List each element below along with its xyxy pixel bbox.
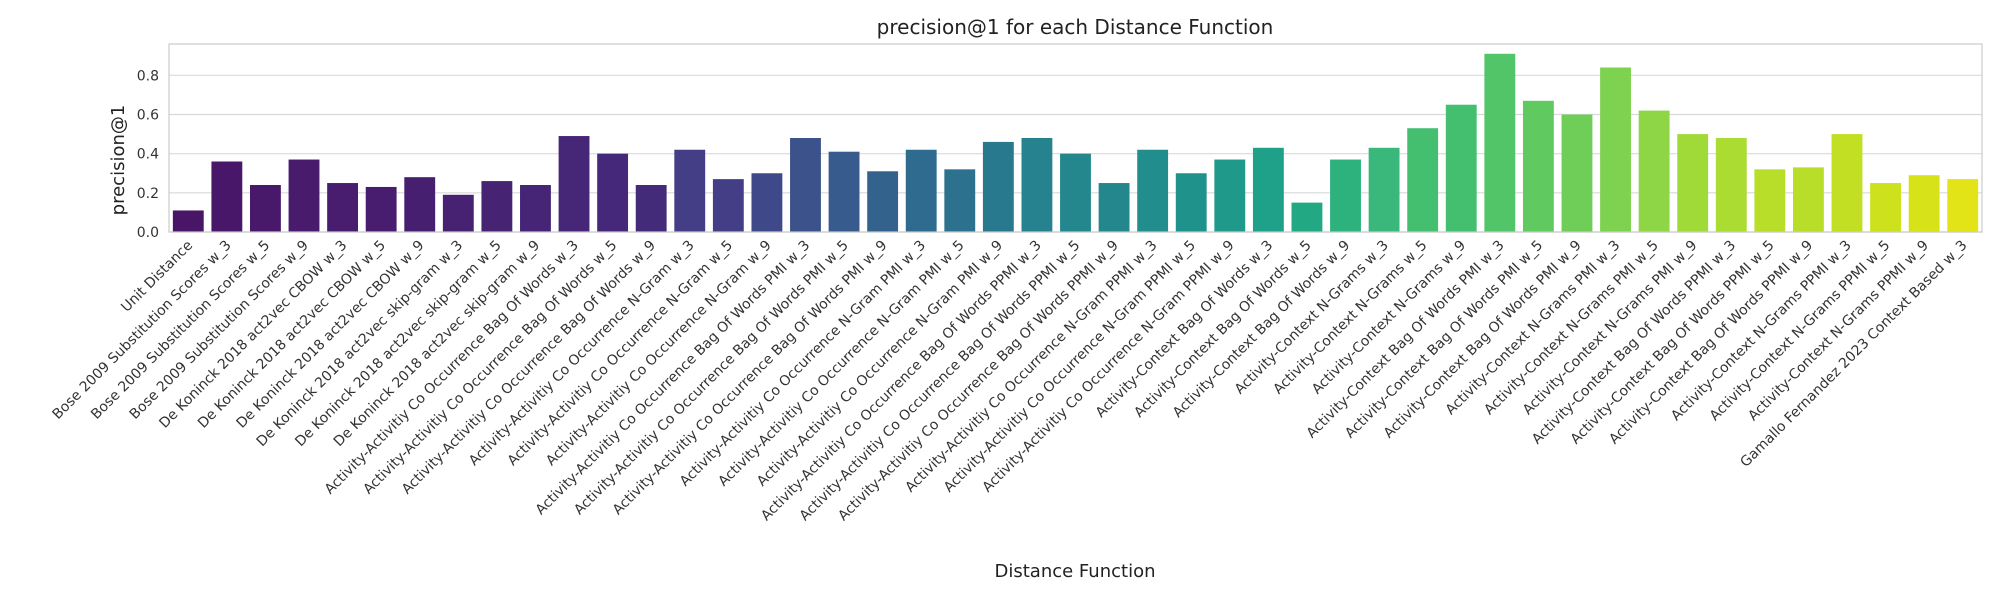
bar: [635, 185, 667, 232]
bar: [442, 194, 474, 232]
bar: [674, 149, 706, 232]
bar: [1291, 202, 1323, 232]
bar: [1021, 138, 1053, 232]
bar: [1561, 114, 1593, 232]
bar: [1947, 179, 1979, 232]
bar: [1137, 149, 1169, 232]
chart-title: precision@1 for each Distance Function: [877, 15, 1274, 39]
bar: [597, 153, 629, 232]
y-tick-label: 0.6: [137, 108, 159, 124]
x-tick-label: Activity-Context N-Grams PPMI w_9: [1745, 238, 1932, 425]
bar: [1252, 147, 1284, 232]
bar: [1908, 175, 1940, 232]
bar: [365, 186, 397, 232]
bar: [211, 161, 243, 232]
bar: [250, 185, 281, 232]
bar: [481, 181, 513, 232]
bar: [982, 141, 1014, 232]
bar: [1677, 134, 1709, 232]
bar: [1330, 159, 1361, 232]
x-tick-label: Activity-Activitiy Co Occurrence N-Gram …: [902, 238, 1160, 496]
y-axis-ticks: 0.0 0.2 0.4 0.6 0.8: [137, 68, 159, 241]
bar: [1214, 159, 1246, 232]
bar: [1715, 138, 1747, 232]
bar: [1060, 153, 1091, 232]
bar: [751, 173, 783, 232]
bar: [944, 169, 976, 232]
bar: [1792, 167, 1824, 232]
y-tick-label: 0.0: [137, 225, 159, 241]
bar: [1754, 169, 1786, 232]
bar: [1445, 104, 1477, 232]
x-tick-label: Activity-Activitiy Co Occurrence N-Gram …: [979, 238, 1237, 496]
bar: [712, 179, 744, 232]
bar: [1407, 128, 1439, 232]
bar: [1600, 67, 1631, 232]
bar: [404, 177, 436, 232]
y-axis-label: precision@1: [108, 105, 129, 216]
bar: [905, 149, 937, 232]
bar: [327, 183, 359, 232]
bar: [1484, 53, 1516, 232]
x-tick-label: Activity-Context Bag Of Words w_5: [1131, 238, 1314, 421]
bar: [172, 210, 204, 232]
bar: [288, 159, 320, 232]
x-tick-label: Activity-Context Bag Of Words w_9: [1170, 238, 1353, 421]
y-tick-label: 0.4: [137, 147, 159, 163]
plot-frame: [168, 43, 1983, 233]
y-tick-label: 0.8: [137, 68, 159, 84]
bar: [1098, 183, 1130, 232]
bar: [1368, 147, 1400, 232]
bar: [828, 151, 860, 232]
x-tick-label: Activity-Context Bag Of Words w_3: [1093, 238, 1276, 421]
bar: [1175, 173, 1207, 232]
bar: [1522, 100, 1554, 233]
bar: [1638, 110, 1670, 232]
y-tick-label: 0.2: [137, 186, 159, 202]
bars: [172, 53, 1979, 233]
bar: [1870, 183, 1901, 232]
x-axis-label: Distance Function: [995, 561, 1156, 582]
bar: [558, 136, 590, 232]
bar: [790, 138, 821, 232]
bar: [1831, 134, 1863, 232]
x-tick-label: Activity-Activitiy Co Occurrence N-Gram …: [941, 238, 1199, 496]
bar: [867, 171, 899, 232]
bar: [520, 185, 551, 232]
